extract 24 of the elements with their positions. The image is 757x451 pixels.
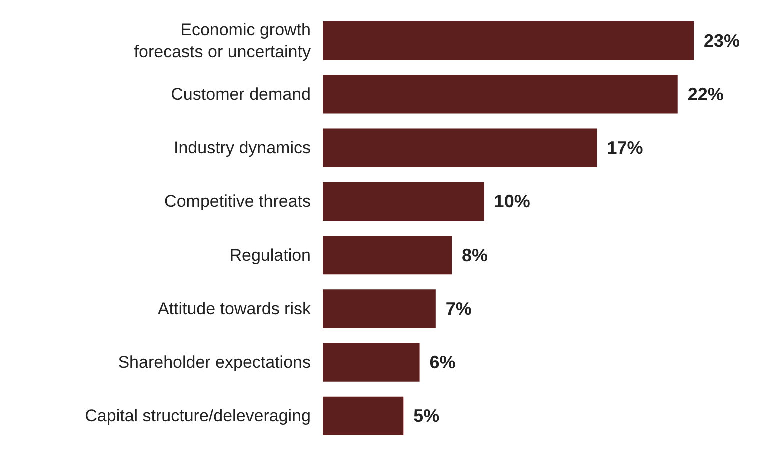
y-tick-label: Economic growth forecasts or uncertainty xyxy=(134,20,312,62)
data-label: 22% xyxy=(688,84,724,104)
data-label: 7% xyxy=(446,298,472,319)
bar xyxy=(323,128,598,168)
y-tick-label: Customer demand xyxy=(171,84,311,104)
bar xyxy=(323,290,436,328)
bar xyxy=(323,343,420,382)
bar xyxy=(323,396,404,436)
bar xyxy=(323,22,694,60)
bar xyxy=(323,182,484,221)
data-label: 5% xyxy=(414,406,440,426)
y-tick-label: Shareholder expectations xyxy=(118,353,311,372)
data-label: 23% xyxy=(704,30,740,51)
data-label: 6% xyxy=(430,352,456,373)
bar xyxy=(323,75,678,114)
data-label: 8% xyxy=(462,245,488,266)
y-tick-label: Attitude towards risk xyxy=(158,299,312,318)
y-tick-label: Industry dynamics xyxy=(174,138,311,158)
y-tick-label: Capital structure/deleveraging xyxy=(85,406,311,426)
data-label: 17% xyxy=(607,138,644,158)
y-tick-label: Regulation xyxy=(230,246,311,265)
bar xyxy=(323,236,452,275)
data-label: 10% xyxy=(494,192,530,212)
y-tick-label: Competitive threats xyxy=(164,192,311,212)
